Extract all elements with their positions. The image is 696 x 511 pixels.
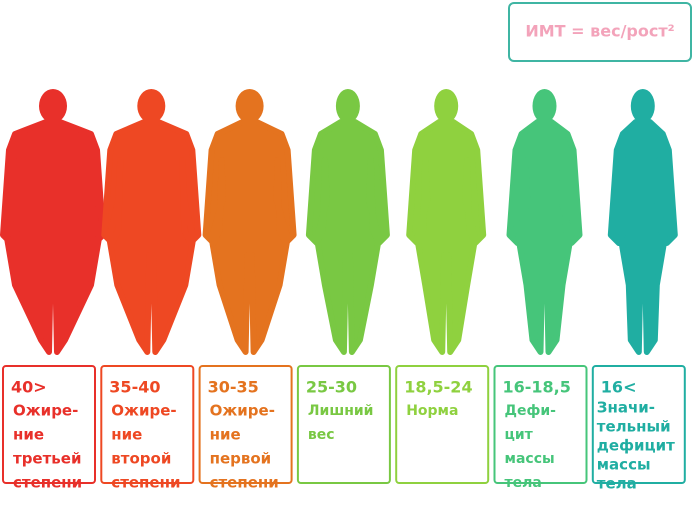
range-label: 25-30 [306, 378, 357, 397]
figure-body [607, 119, 678, 355]
figure-head [630, 89, 655, 123]
category-label: ние [111, 426, 142, 444]
category-label: степени [210, 474, 279, 492]
category-label: тела [597, 475, 637, 493]
category-label: степени [13, 474, 82, 492]
category-box [395, 365, 490, 484]
category-label: Значи- [597, 399, 655, 417]
figure-head [434, 89, 459, 123]
category-label: дефицит [597, 437, 675, 455]
figure-head [335, 89, 360, 123]
figure-body [406, 119, 487, 355]
category-label: ние [210, 426, 241, 444]
category-label: цит [505, 427, 534, 443]
formula: ИМТ = вес/рост² [525, 22, 674, 41]
range-label: 35-40 [109, 378, 160, 397]
category-label: тела [505, 475, 542, 491]
category-label: массы [597, 456, 651, 474]
figure-body [506, 119, 583, 355]
category-label: вес [308, 427, 335, 443]
figure-head [235, 89, 264, 123]
range-label: 16-18,5 [503, 378, 571, 397]
category-label: Ожире- [210, 402, 275, 420]
range-label: 30-35 [208, 378, 259, 397]
figure-head [137, 89, 166, 123]
category-label: Дефи- [505, 403, 557, 419]
category-label: третьей [13, 450, 81, 468]
category-label: ние [13, 426, 44, 444]
figure-head [39, 89, 67, 123]
category-label: Ожире- [111, 402, 176, 420]
category-box [100, 365, 195, 484]
category-box [493, 365, 588, 484]
category-box [591, 365, 686, 484]
range-label: 16< [601, 378, 637, 397]
category-box [2, 365, 96, 484]
figure-body [202, 119, 297, 355]
range-label: 18,5-24 [404, 378, 472, 397]
figure-body [0, 119, 106, 355]
category-box [296, 365, 391, 484]
figure-body [101, 119, 202, 355]
category-label: Ожире- [13, 402, 78, 420]
category-label: тельный [597, 418, 671, 436]
category-label: Лишний [308, 403, 374, 419]
formula-box [508, 2, 692, 62]
category-label: степени [111, 474, 180, 492]
figure-head [532, 89, 557, 123]
category-label: первой [210, 450, 272, 468]
figure-body [305, 119, 390, 355]
category-label: второй [111, 450, 171, 468]
category-label: массы [505, 451, 555, 467]
category-label: Норма [406, 403, 458, 419]
category-box [198, 365, 293, 484]
range-label: 40> [11, 378, 47, 397]
